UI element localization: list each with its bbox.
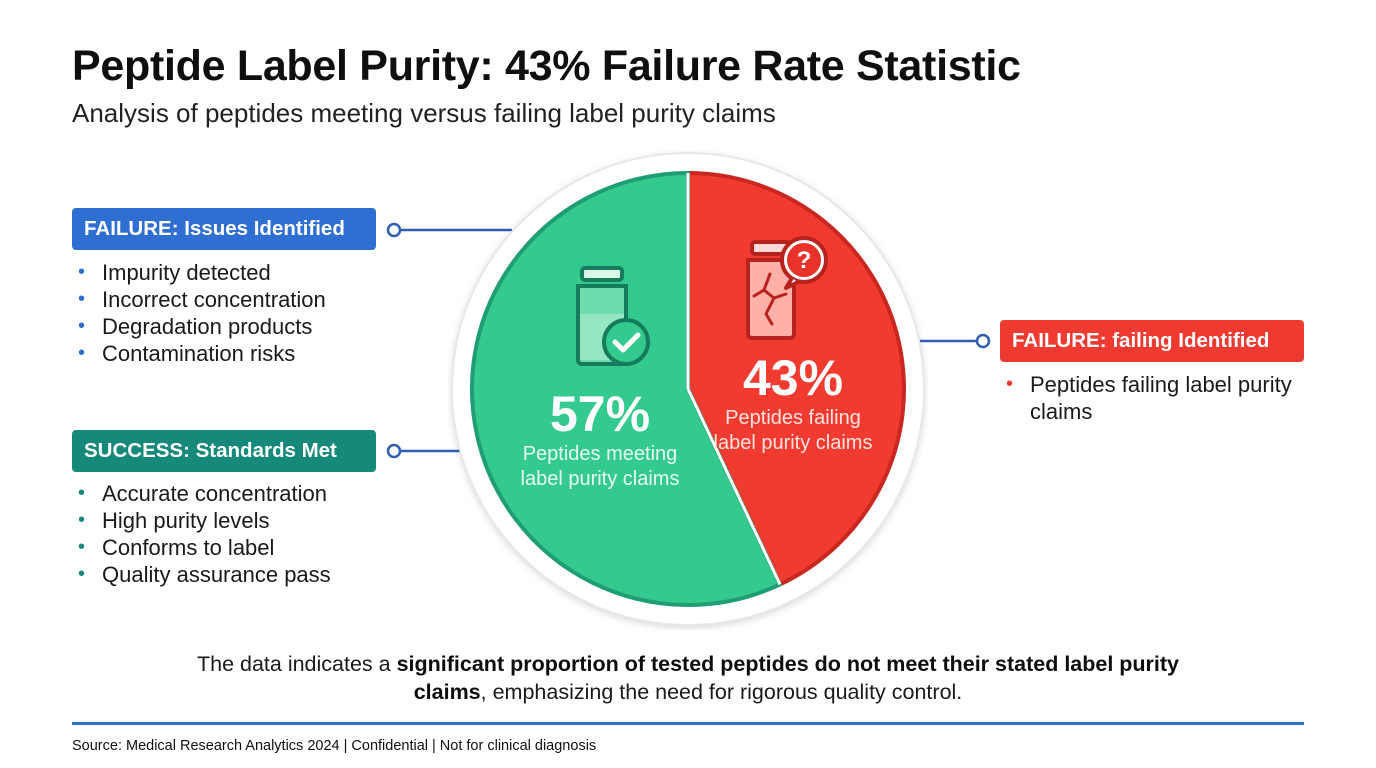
list-item: • High purity levels (78, 508, 270, 533)
bullet-icon: • (1006, 373, 1014, 395)
list-item: • Impurity detected (78, 260, 271, 285)
bullet-icon: • (78, 536, 86, 558)
slice-value-failing: 43% (742, 350, 844, 406)
slice-value-meeting: 57% (549, 386, 651, 442)
list-item: • Contamination risks (78, 341, 296, 366)
pie-divider-bottom (686, 388, 782, 586)
page-title: Peptide Label Purity: 43% Failure Rate S… (72, 42, 1021, 90)
list-item: • Conforms to label (78, 535, 275, 560)
failure-issues-list: • Impurity detected • Incorrect concentrat… (74, 259, 326, 367)
success-standards-badge: SUCCESS: Standards Met (72, 430, 376, 472)
pie-slice-meeting (470, 171, 782, 607)
page-subtitle: Analysis of peptides meeting versus fail… (72, 98, 776, 128)
slice-desc-failing: Peptides failing label purity claims (713, 407, 873, 454)
bullet-icon: • (78, 315, 86, 337)
failure-issues-badge: FAILURE: Issues Identified (72, 208, 376, 250)
cracked-vial-question-icon: ? (746, 236, 828, 340)
bullet-icon: • (78, 482, 86, 504)
bullet-icon: • (78, 563, 86, 585)
summary-note: The data indicates a significant proport… (160, 650, 1216, 706)
slice-label-failing: 43% Peptides failing label purity claims (713, 350, 873, 456)
list-item: • Incorrect concentration (78, 287, 326, 312)
footer-source: Source: Medical Research Analytics 2024 … (72, 738, 597, 754)
pie-slice-failing (686, 171, 906, 587)
success-standards-list: • Accurate concentration • High purity lev… (74, 480, 331, 588)
pie-slices (470, 171, 906, 607)
summary-note-part1: The data indicates a (196, 652, 397, 676)
list-item: • Peptides failing label purity claims (1006, 372, 1292, 424)
list-item: • Quality assurance pass (78, 562, 331, 587)
bullet-icon: • (78, 509, 86, 531)
connector-dot-success (386, 443, 402, 459)
list-item: • Accurate concentration (78, 481, 328, 506)
footer-divider (72, 722, 1304, 725)
slice-desc-meeting: Peptides meeting label purity claims (520, 443, 680, 490)
connector-dot-failure-right (975, 333, 991, 349)
vial-check-icon (576, 266, 650, 366)
failure-failing-badge: FAILURE: failing Identified (1000, 320, 1304, 362)
svg-text:?: ? (797, 247, 812, 274)
pie-outer-ring-edge (451, 152, 925, 626)
bullet-icon: • (78, 261, 86, 283)
summary-note-bold: significant proportion of tested peptide… (396, 652, 1180, 704)
connector-dot-failure-left (386, 222, 402, 238)
bullet-icon: • (78, 288, 86, 310)
slice-label-meeting: 57% Peptides meeting label purity claims (500, 386, 700, 492)
list-item: • Degradation products (78, 314, 313, 339)
bullet-icon: • (78, 342, 86, 364)
failure-failing-list: • Peptides failing label purity claims (1002, 371, 1292, 425)
summary-note-part2: , emphasizing the need for rigorous qual… (480, 680, 963, 704)
